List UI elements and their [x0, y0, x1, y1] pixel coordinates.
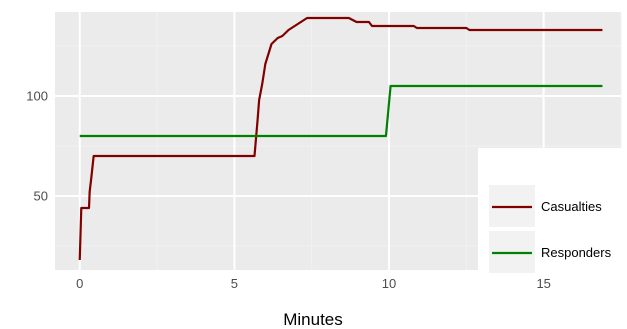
x-axis-title: Minutes [283, 310, 343, 329]
minor-gridlines [55, 12, 622, 270]
y-tick-label: 50 [34, 189, 48, 204]
legend: Casualties Responders [478, 148, 623, 273]
legend-label-responders: Responders [541, 245, 612, 260]
series-line-casualties [78, 16, 603, 261]
x-tick-label: 0 [76, 276, 83, 291]
legend-label-casualties: Casualties [541, 199, 602, 214]
series-line-responders [79, 84, 603, 138]
y-tick-label: 100 [26, 89, 48, 104]
tick-labels: 0 5 10 15 50 100 [26, 89, 551, 292]
series-lines [78, 16, 603, 261]
x-tick-label: 15 [536, 276, 550, 291]
x-tick-label: 10 [382, 276, 396, 291]
x-tick-label: 5 [231, 276, 238, 291]
